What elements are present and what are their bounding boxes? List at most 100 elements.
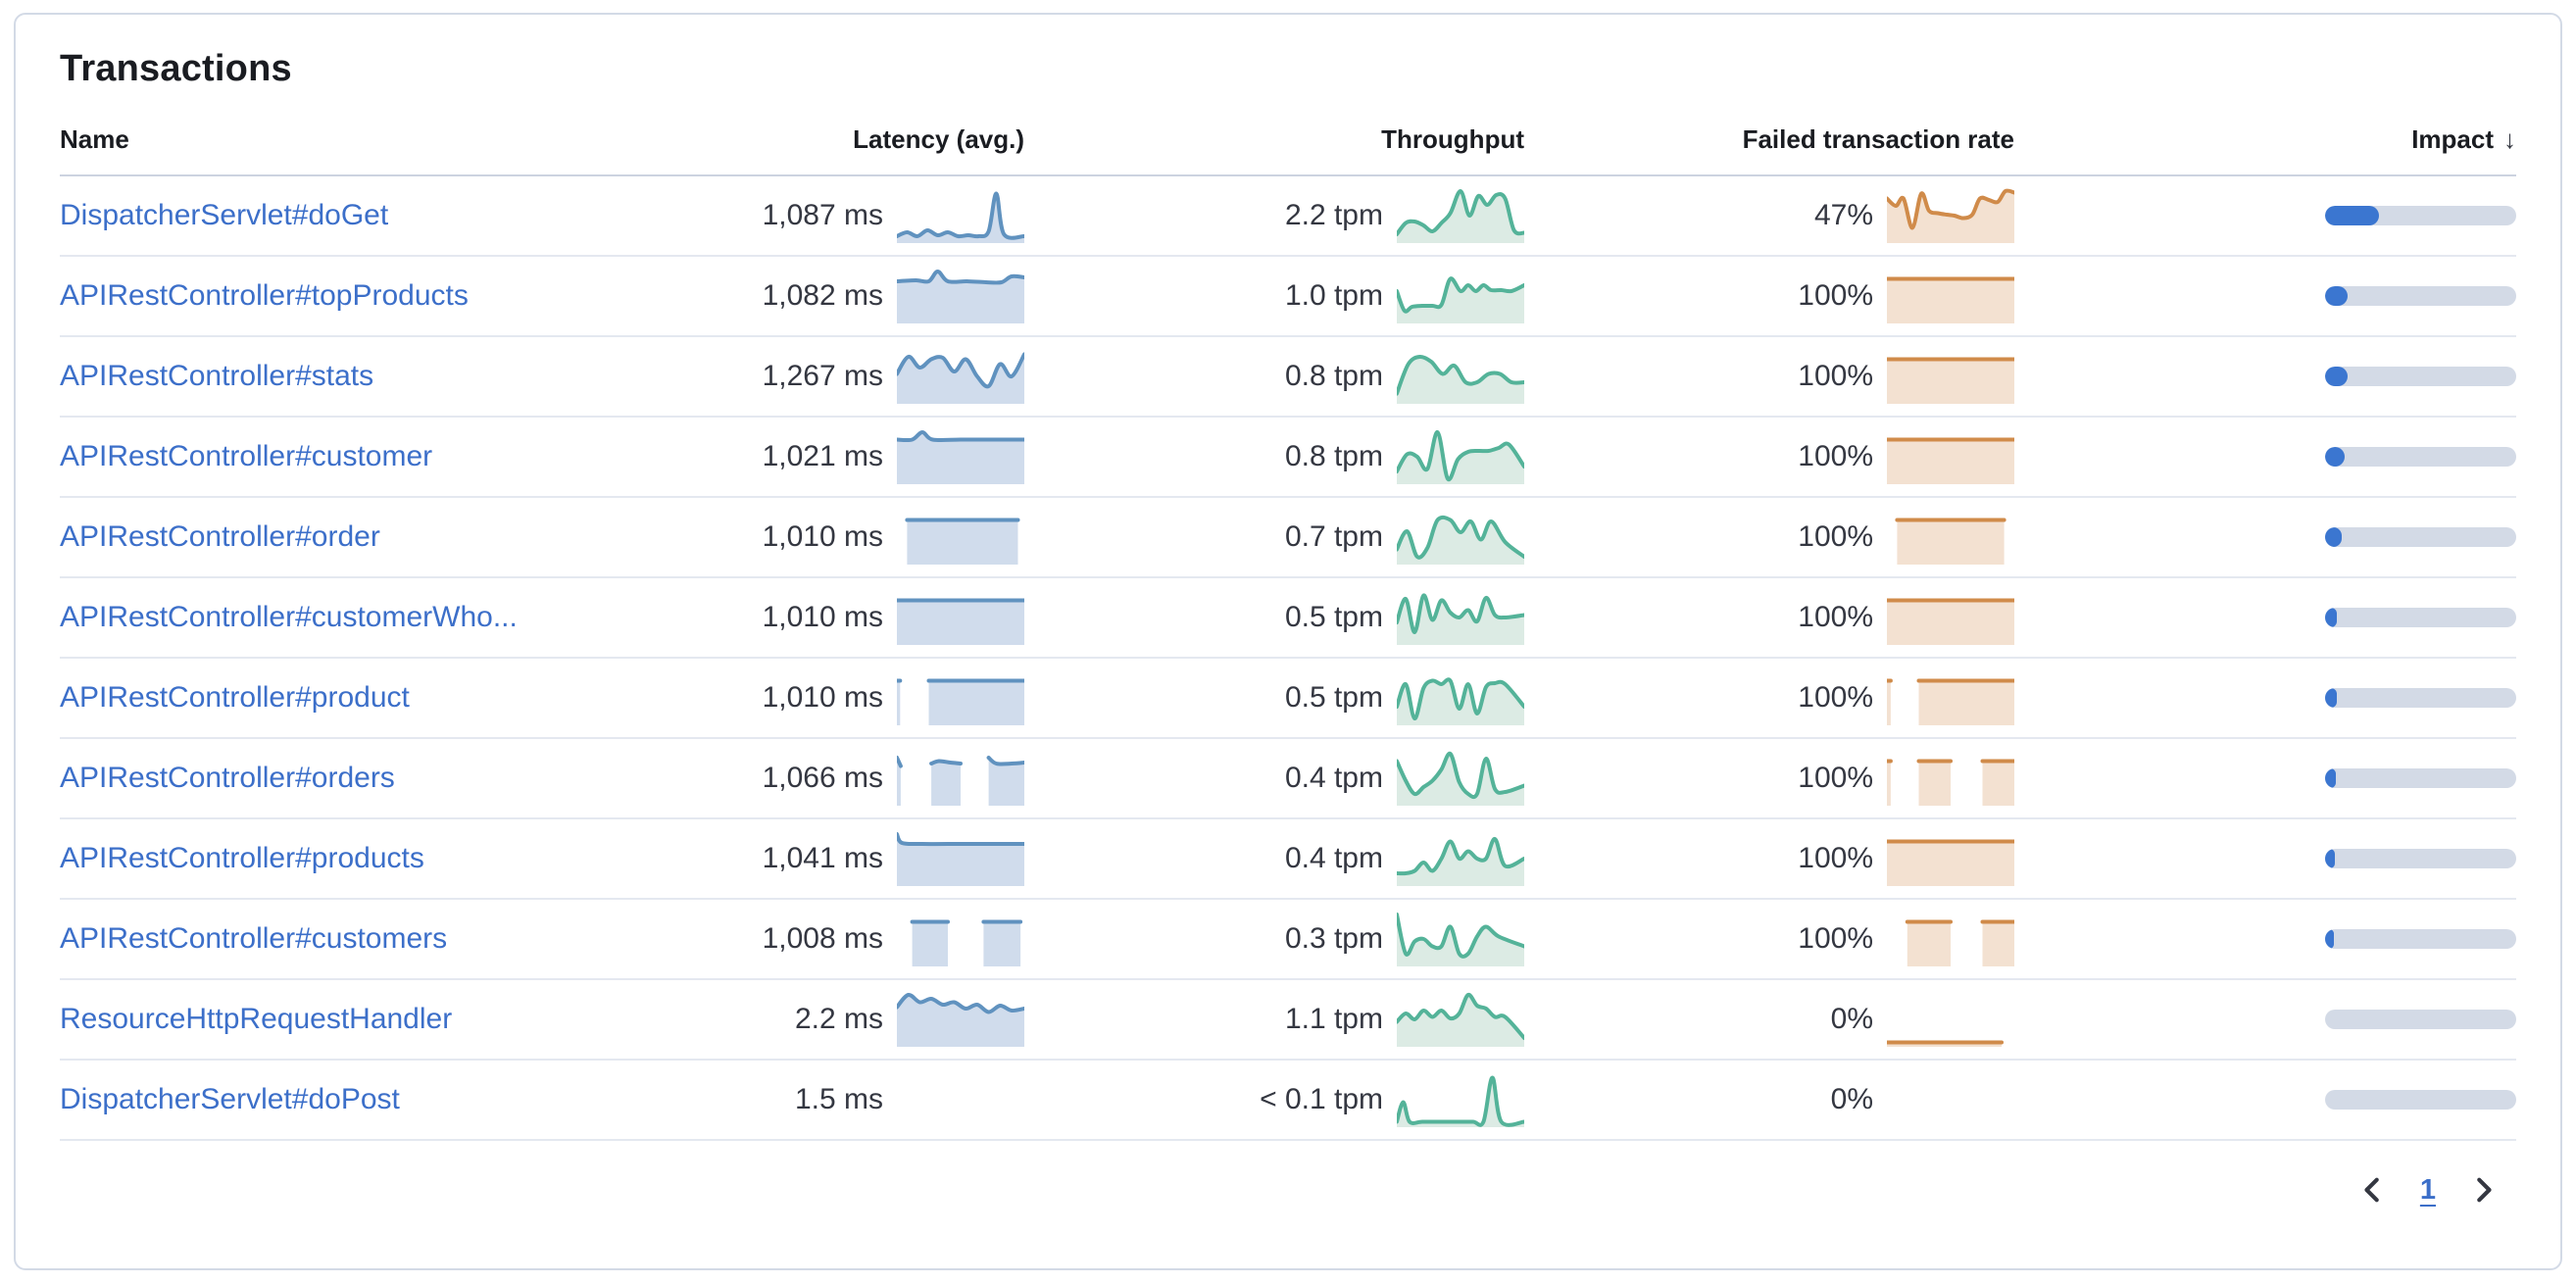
latency-sparkline	[897, 352, 1024, 404]
failed-rate-cell: 100%	[1524, 349, 2014, 404]
previous-page-button[interactable]	[2352, 1168, 2395, 1211]
failed-rate-value: 100%	[1798, 762, 1873, 794]
impact-cell	[2014, 849, 2516, 868]
throughput-value: 0.4 tpm	[1284, 762, 1383, 794]
column-header-impact[interactable]: Impact ↓	[2014, 124, 2516, 155]
latency-cell: 1,041 ms	[544, 831, 1024, 886]
next-page-button[interactable]	[2461, 1168, 2504, 1211]
impact-bar-fill	[2325, 206, 2379, 225]
throughput-value: 0.3 tpm	[1284, 922, 1383, 955]
failed-rate-cell: 100%	[1524, 670, 2014, 725]
throughput-cell: < 0.1 tpm	[1024, 1072, 1524, 1127]
impact-bar-fill	[2325, 929, 2334, 949]
latency-value: 1,267 ms	[762, 360, 883, 392]
latency-value: 1,087 ms	[762, 199, 883, 231]
throughput-cell: 0.5 tpm	[1024, 670, 1524, 725]
impact-bar	[2325, 768, 2516, 788]
impact-bar-fill	[2325, 688, 2337, 708]
throughput-sparkline	[1397, 677, 1524, 725]
impact-header-label: Impact	[2411, 123, 2494, 154]
table-header: Name Latency (avg.) Throughput Failed tr…	[60, 104, 2516, 176]
impact-cell	[2014, 447, 2516, 467]
table-row: APIRestController#order 1,010 ms 0.7 tpm…	[60, 498, 2516, 578]
latency-value: 1,010 ms	[762, 520, 883, 553]
transaction-link[interactable]: APIRestController#products	[60, 842, 424, 874]
latency-cell: 1,010 ms	[544, 590, 1024, 645]
transaction-link[interactable]: APIRestController#customerWho...	[60, 601, 518, 633]
throughput-cell: 0.8 tpm	[1024, 429, 1524, 484]
failed-rate-cell: 0%	[1524, 992, 2014, 1047]
latency-value: 1,066 ms	[762, 762, 883, 794]
impact-bar	[2325, 608, 2516, 627]
table-row: ResourceHttpRequestHandler 2.2 ms 1.1 tp…	[60, 980, 2516, 1061]
throughput-sparkline	[1397, 429, 1524, 484]
latency-value: 2.2 ms	[794, 1003, 883, 1035]
transaction-link[interactable]: DispatcherServlet#doGet	[60, 199, 389, 231]
failed-rate-sparkline	[1887, 357, 2014, 404]
impact-cell	[2014, 768, 2516, 788]
impact-bar	[2325, 367, 2516, 386]
latency-cell: 2.2 ms	[544, 992, 1024, 1047]
transaction-link[interactable]: APIRestController#order	[60, 520, 380, 553]
column-header-latency[interactable]: Latency (avg.)	[853, 123, 1024, 154]
impact-bar	[2325, 1090, 2516, 1110]
table-row: APIRestController#customers 1,008 ms 0.3…	[60, 900, 2516, 980]
throughput-value: 0.5 tpm	[1284, 601, 1383, 633]
latency-cell: 1,066 ms	[544, 751, 1024, 806]
impact-cell	[2014, 206, 2516, 225]
table-row: APIRestController#stats 1,267 ms 0.8 tpm…	[60, 337, 2516, 418]
latency-sparkline	[910, 919, 1023, 966]
latency-sparkline	[897, 430, 1024, 484]
failed-rate-sparkline	[1895, 518, 2006, 565]
transaction-link[interactable]: APIRestController#stats	[60, 360, 374, 392]
table-row: APIRestController#product 1,010 ms 0.5 t…	[60, 659, 2516, 739]
throughput-value: 1.0 tpm	[1284, 279, 1383, 312]
impact-bar	[2325, 447, 2516, 467]
throughput-cell: 2.2 tpm	[1024, 188, 1524, 243]
throughput-value: 1.1 tpm	[1284, 1003, 1383, 1035]
transaction-link[interactable]: DispatcherServlet#doPost	[60, 1083, 400, 1115]
impact-cell	[2014, 367, 2516, 386]
failed-rate-value: 100%	[1798, 279, 1873, 312]
throughput-cell: 0.8 tpm	[1024, 349, 1524, 404]
impact-bar-fill	[2325, 527, 2342, 547]
failed-rate-value: 100%	[1798, 360, 1873, 392]
failed-rate-cell: 100%	[1524, 831, 2014, 886]
latency-cell: 1,010 ms	[544, 670, 1024, 725]
page-number[interactable]: 1	[2419, 1173, 2436, 1206]
throughput-cell: 0.7 tpm	[1024, 510, 1524, 565]
impact-bar-fill	[2325, 849, 2335, 868]
throughput-sparkline	[1397, 836, 1524, 886]
impact-cell	[2014, 1090, 2516, 1110]
failed-rate-cell: 100%	[1524, 590, 2014, 645]
latency-sparkline	[897, 992, 1024, 1047]
failed-rate-sparkline	[1887, 1072, 2014, 1127]
latency-cell: 1,267 ms	[544, 349, 1024, 404]
failed-rate-value: 0%	[1830, 1003, 1873, 1035]
latency-sparkline	[897, 598, 1024, 645]
table-row: APIRestController#customerWho... 1,010 m…	[60, 578, 2516, 659]
failed-rate-sparkline	[1887, 759, 2014, 806]
column-header-name[interactable]: Name	[60, 123, 129, 154]
transaction-link[interactable]: ResourceHttpRequestHandler	[60, 1003, 453, 1035]
latency-cell: 1,087 ms	[544, 188, 1024, 243]
failed-rate-cell: 100%	[1524, 429, 2014, 484]
transaction-link[interactable]: APIRestController#topProducts	[60, 279, 469, 312]
impact-bar	[2325, 688, 2516, 708]
transaction-link[interactable]: APIRestController#customers	[60, 922, 448, 955]
throughput-sparkline	[1397, 276, 1524, 323]
failed-rate-value: 100%	[1798, 681, 1873, 714]
table-row: APIRestController#customer 1,021 ms 0.8 …	[60, 418, 2516, 498]
impact-bar	[2325, 206, 2516, 225]
failed-rate-value: 0%	[1830, 1083, 1873, 1115]
transaction-link[interactable]: APIRestController#customer	[60, 440, 433, 472]
impact-bar-fill	[2325, 367, 2349, 386]
transaction-link[interactable]: APIRestController#orders	[60, 762, 395, 794]
latency-value: 1,082 ms	[762, 279, 883, 312]
throughput-cell: 1.1 tpm	[1024, 992, 1524, 1047]
column-header-failed-rate[interactable]: Failed transaction rate	[1742, 123, 2014, 154]
table-row: APIRestController#products 1,041 ms 0.4 …	[60, 819, 2516, 900]
column-header-throughput[interactable]: Throughput	[1381, 123, 1524, 154]
failed-rate-cell: 100%	[1524, 751, 2014, 806]
transaction-link[interactable]: APIRestController#product	[60, 681, 410, 714]
